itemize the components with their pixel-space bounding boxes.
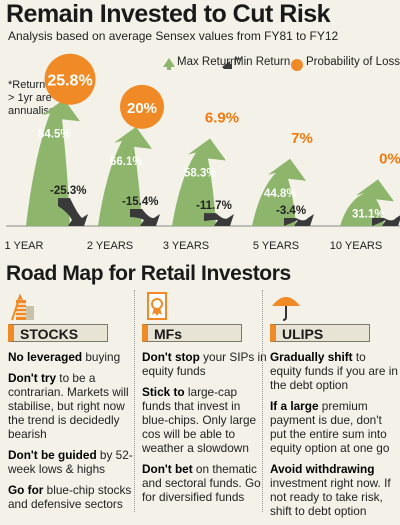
- returns-chart: 84.5% -25.3% 25.8% 1 YEAR 66.1% -15.4% 20% 2 YE…: [5, 53, 400, 252]
- min-return-arrow: [284, 214, 314, 226]
- column-divider-2: [262, 290, 263, 512]
- roadmap-item: If a large premium payment is due, don't…: [270, 399, 398, 455]
- chart-title: Remain Invested to Cut Risk: [6, 0, 331, 28]
- column-ulips: ULIPS Gradually shift to equity funds if…: [270, 290, 398, 525]
- max-return-label: 31.1%: [352, 208, 385, 220]
- min-return-label: -11.7%: [196, 200, 232, 212]
- max-return-label: 84.5%: [38, 128, 71, 140]
- column-ulips-header: ULIPS: [270, 324, 370, 342]
- roadmap-item: No leveraged buying: [8, 350, 133, 364]
- legend-prob-label: Probability of Loss: [306, 56, 400, 68]
- roadmap-item: Gradually shift to equity funds if you a…: [270, 350, 398, 392]
- min-return-label: -15.4%: [122, 196, 158, 208]
- column-mfs-items: Don't stop your SIPs in equity funds Stic…: [142, 350, 267, 504]
- max-return-arrow: [26, 99, 80, 226]
- min-return-arrow: [204, 213, 234, 226]
- returns-note: *Returns > 1yr are annualised: [8, 79, 62, 117]
- legend-prob: Probability of Loss: [306, 56, 400, 68]
- category-label: 5 YEARS: [253, 240, 299, 252]
- min-return-arrow: [372, 215, 400, 226]
- min-return-label: -3.4%: [276, 205, 306, 217]
- roadmap-item-lead: No leveraged: [8, 350, 83, 364]
- probability-label: 6.9%: [205, 110, 239, 127]
- column-mfs-header: MFs: [142, 324, 242, 342]
- legend-min: Min Return: [234, 56, 290, 68]
- category-label: 3 YEARS: [163, 240, 209, 252]
- max-return-arrow: [340, 179, 394, 226]
- roadmap-item-text: your SIPs in equity funds: [142, 350, 267, 378]
- roadmap-item-text: to equity funds if you are in the debt o…: [270, 350, 398, 392]
- roadmap-item-lead: Gradually shift: [270, 350, 353, 364]
- roadmap-item-text: premium payment is due, don't put the en…: [270, 399, 390, 455]
- building-chart-icon: [8, 290, 133, 322]
- roadmap-title: Road Map for Retail Investors: [6, 262, 291, 285]
- roadmap-item: Don't try to be a contrarian. Markets wi…: [8, 371, 133, 441]
- max-return-arrow: [98, 126, 152, 226]
- probability-label: 20%: [127, 100, 157, 117]
- roadmap-item-text: buying: [82, 350, 121, 364]
- min-return-label: -25.3%: [50, 185, 86, 197]
- certificate-icon: [142, 290, 267, 322]
- roadmap-item-lead: Don't be guided: [8, 448, 97, 462]
- probability-bubble: [120, 84, 164, 129]
- legend-max-swatch: [163, 58, 175, 70]
- category-label: 1 YEAR: [5, 240, 44, 252]
- chart-subtitle: Analysis based on average Sensex values …: [8, 29, 339, 43]
- column-stocks: STOCKS No leveraged buying Don't try to b…: [8, 290, 133, 518]
- roadmap-item: Don't be guided by 52-week lows & highs: [8, 448, 133, 476]
- roadmap-item-text: on thematic and sectoral funds. Go for d…: [142, 462, 261, 504]
- category-label: 10 YEARS: [330, 240, 382, 252]
- roadmap-item-lead: Go for: [8, 483, 44, 497]
- column-stocks-header: STOCKS: [8, 324, 108, 342]
- roadmap-item-text: blue-chip stocks and defensive sectors: [8, 483, 132, 511]
- umbrella-icon: [270, 290, 398, 322]
- roadmap-item-text: investment right now. If not ready to ta…: [270, 476, 391, 518]
- max-return-arrow: [172, 138, 226, 226]
- column-divider-1: [134, 290, 135, 512]
- roadmap-item: Stick to large-cap funds that invest in …: [142, 385, 267, 455]
- min-return-arrow: [130, 209, 160, 226]
- max-return-label: 66.1%: [110, 156, 143, 168]
- roadmap-item-text: to be a contrarian. Markets will stabili…: [8, 371, 129, 441]
- column-mfs: MFs Don't stop your SIPs in equity funds…: [142, 290, 267, 511]
- max-return-label: 58.3%: [184, 168, 217, 180]
- legend-min-label: Min Return: [234, 56, 291, 68]
- legend-prob-swatch: [291, 59, 303, 71]
- roadmap-item: Don't bet on thematic and sectoral funds…: [142, 462, 267, 504]
- roadmap-item-lead: Avoid withdrawing: [270, 462, 375, 476]
- roadmap-item-text: large-cap funds that invest in blue-chip…: [142, 385, 257, 455]
- roadmap-item-lead: If a large: [270, 399, 319, 413]
- min-return-arrow: [58, 198, 88, 226]
- roadmap-item-lead: Don't stop: [142, 350, 200, 364]
- roadmap-item: Don't stop your SIPs in equity funds: [142, 350, 267, 378]
- roadmap-item-lead: Don't bet: [142, 462, 193, 476]
- roadmap-item: Avoid withdrawing investment right now. …: [270, 462, 398, 518]
- roadmap-item-text: by 52-week lows & highs: [8, 448, 133, 476]
- roadmap-item: Go for blue-chip stocks and defensive se…: [8, 483, 133, 511]
- legend-min-swatch: [222, 61, 232, 69]
- probability-label: 25.8%: [47, 72, 92, 89]
- max-return-arrow: [252, 158, 306, 226]
- probability-label: 7%: [291, 130, 313, 147]
- probability-label: 0%: [379, 150, 400, 167]
- max-return-label: 44.8%: [264, 188, 297, 200]
- column-ulips-items: Gradually shift to equity funds if you a…: [270, 350, 398, 518]
- roadmap-item-lead: Don't try: [8, 371, 57, 385]
- roadmap-item-lead: Stick to: [142, 385, 185, 399]
- category-label: 2 YEARS: [87, 240, 133, 252]
- column-stocks-items: No leveraged buying Don't try to be a con…: [8, 350, 133, 511]
- probability-bubble: [44, 53, 96, 105]
